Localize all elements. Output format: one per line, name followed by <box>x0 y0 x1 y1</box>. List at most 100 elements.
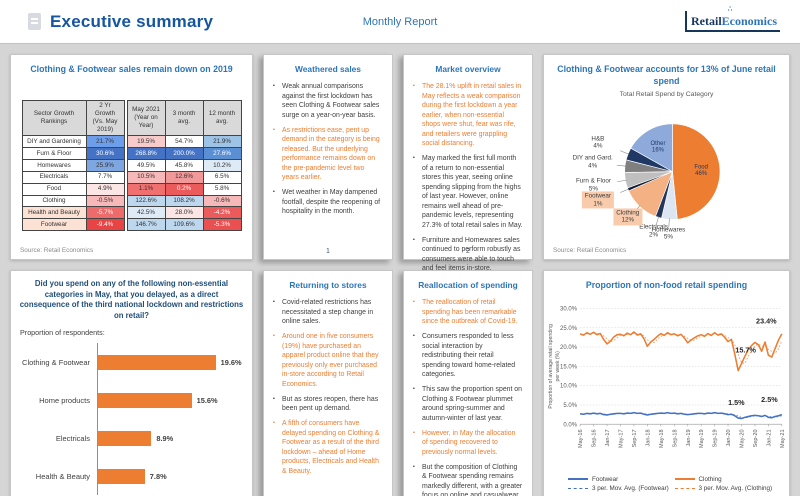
legend-item: Footwear <box>568 476 671 483</box>
bar-category-label: Health & Beauty <box>35 471 90 481</box>
bar <box>98 354 216 370</box>
retail-economics-logo: ∴ RetailEconomics <box>685 5 780 32</box>
pie-label: Furn & Floor 5% <box>575 177 611 193</box>
table-cell: -0.5% <box>85 194 125 208</box>
pie-chart-panel: Clothing & Footwear accounts for 13% of … <box>543 54 790 260</box>
legend-item: Clothing <box>674 476 778 483</box>
table-cell: 49.5% <box>126 159 166 172</box>
row-label: Health and Beauty <box>21 206 87 220</box>
table-cell: 1.1% <box>126 182 166 196</box>
row-label: Food <box>21 182 87 196</box>
line-series-footwear <box>580 411 783 420</box>
bullet-item: ▪ As restrictions ease, pent up demand in… <box>273 126 380 182</box>
line-chart-panel: Proportion of non-food retail spending 0… <box>543 270 790 496</box>
table-cell: -4.2% <box>202 206 242 220</box>
slide-page-number: 1 <box>326 248 330 255</box>
slide-bullets: ▪ Covid-related restrictions has necessit… <box>273 298 383 482</box>
legend-item: 3 per. Mov. Avg. (Footwear) <box>568 485 671 492</box>
table-cell: 0.2% <box>164 182 204 196</box>
data-annotation: 23.4% <box>756 316 777 325</box>
row-label: Furn & Floor <box>21 147 87 161</box>
svg-text:Jan-19: Jan-19 <box>686 429 692 446</box>
slide-bullets: ▪ The 28.1% uplift in retail sales in May… <box>413 82 523 279</box>
table-cell: 21.9% <box>202 135 242 149</box>
svg-text:Jan-17: Jan-17 <box>605 429 611 446</box>
table-cell: 21.7% <box>85 135 125 149</box>
svg-text:May-17: May-17 <box>619 429 625 448</box>
svg-text:Sep-17: Sep-17 <box>632 429 638 447</box>
bar-row: Home products 15.6% <box>15 381 242 420</box>
bullet-item: ▪ But the composition of Clothing & Footw… <box>413 463 523 496</box>
table-cell: 54.7% <box>164 135 204 149</box>
table-row: Electricals 7.7% 10.5% 12.6% 6.5% <box>21 170 242 184</box>
bar <box>98 392 192 408</box>
slide-title: Market overview <box>435 64 501 74</box>
bar-category-label: Clothing & Footwear <box>22 357 90 367</box>
slide-reallocation-of-spending: Reallocation of spending ▪ The reallocati… <box>403 270 533 496</box>
slide-bullets: ▪ The reallocation of retail spending has… <box>413 298 523 496</box>
pie-label: H&B 4% <box>591 135 605 150</box>
bar-value-label: 7.8% <box>149 471 167 481</box>
row-label: DIY and Gardening <box>21 135 87 149</box>
table-cell: 200.0% <box>164 147 204 161</box>
table-cell: -5.3% <box>202 218 242 232</box>
slide-bullets: ▪ Weak annual comparisons against the fir… <box>273 82 383 222</box>
content-area: Clothing & Footwear sales remain down on… <box>0 44 800 496</box>
bullet-item: ▪ But as stores reopen, there has been pe… <box>273 395 379 413</box>
table-row: Food 4.9% 1.1% 0.2% 5.8% <box>21 182 242 196</box>
bar-row: Health & Beauty 7.8% <box>15 457 242 496</box>
table-cell: 5.8% <box>202 182 242 196</box>
table-cell: 25.9% <box>85 159 125 172</box>
table-row: DIY and Gardening 21.7% 19.5% 54.7% 21.9% <box>21 135 242 149</box>
svg-text:May-21: May-21 <box>780 429 786 448</box>
bullet-item: ▪ A fifth of consumers have delayed spend… <box>273 420 380 475</box>
row-label: Clothing <box>21 194 87 208</box>
survey-bar-chart: Clothing & Footwear 19.6% Home products 15.… <box>15 343 242 496</box>
slide-weathered-sales: Weathered sales ▪ Weak annual comparisons… <box>263 54 393 260</box>
slide-title: Reallocation of spending <box>418 280 518 290</box>
bar <box>98 468 145 484</box>
page-title: Executive summary <box>50 11 214 31</box>
svg-text:Sep-20: Sep-20 <box>753 429 759 447</box>
bullet-item: ▪ Wet weather in May dampened footfall, d… <box>273 189 381 216</box>
table-cell: 4.9% <box>85 182 125 196</box>
svg-text:Sep-16: Sep-16 <box>592 429 598 447</box>
svg-text:per week (%): per week (%) <box>555 351 561 382</box>
pie-label: Footwear 1% <box>581 191 615 209</box>
survey-bar-chart-panel: Did you spend on any of the following no… <box>10 270 253 496</box>
svg-text:May-18: May-18 <box>659 429 665 448</box>
svg-text:30.0%: 30.0% <box>560 306 578 312</box>
table-cell: 109.6% <box>164 218 204 232</box>
table-row: Health and Beauty -5.7% 42.5% 28.0% -4.2% <box>21 206 242 220</box>
pie-source: Source: Retail Economics <box>553 247 627 254</box>
table-row: Clothing -0.5% 122.6% 108.2% -0.6% <box>21 194 242 208</box>
svg-text:Sep-18: Sep-18 <box>672 429 678 447</box>
bullet-item: ▪ This saw the proportion spent on Clothi… <box>413 386 522 422</box>
bar-value-label: 8.9% <box>156 433 174 443</box>
sector-growth-table-panel: Clothing & Footwear sales remain down on… <box>10 54 253 260</box>
bar-row: Clothing & Footwear 19.6% <box>15 343 242 382</box>
survey-question: Did you spend on any of the following no… <box>19 279 244 320</box>
document-icon <box>28 13 41 30</box>
bullet-item: ▪ The 28.1% uplift in retail sales in May… <box>413 83 522 148</box>
bar-category-label: Home products <box>39 395 90 405</box>
slide-market-overview: Market overview ▪ The 28.1% uplift in ret… <box>403 54 533 272</box>
slide-title: Weathered sales <box>295 64 361 74</box>
table-cell: 146.7% <box>126 218 166 232</box>
svg-text:Jan-20: Jan-20 <box>726 429 732 446</box>
table-panel-title: Clothing & Footwear sales remain down on… <box>30 64 233 74</box>
header: Executive summary Monthly Report ∴ Retail… <box>0 0 800 44</box>
table-row: Homewares 25.9% 49.5% 45.8% 10.2% <box>21 159 242 172</box>
slide-title: Returning to stores <box>289 280 367 290</box>
table-header: 3 month avg. <box>164 99 204 137</box>
table-cell: 12.6% <box>164 170 204 184</box>
row-label: Homewares <box>21 159 87 172</box>
table-header: 2 Yr Growth (Vs. May 2019) <box>85 99 125 137</box>
table-source: Source: Retail Economics <box>20 247 94 254</box>
svg-text:5.0%: 5.0% <box>563 403 577 409</box>
bullet-item: ▪ May marked the first full month of a re… <box>413 155 523 229</box>
data-annotation: 1.5% <box>728 398 745 407</box>
svg-text:15.0%: 15.0% <box>560 364 578 370</box>
